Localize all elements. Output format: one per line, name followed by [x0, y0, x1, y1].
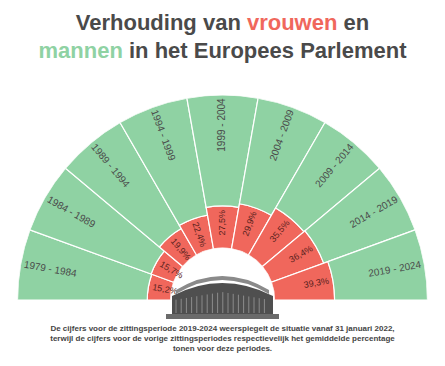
labels: 1979 - 1984 15,2% 1984 - 1989 15,7% 1989 - 1…	[23, 98, 422, 296]
chart: Verhouding van vrouwen en mannen in het E…	[0, 0, 445, 366]
building-stripe	[243, 296, 244, 313]
building-stripe	[259, 298, 260, 313]
building-stripe	[181, 299, 182, 313]
period-label: 1984 - 1989	[46, 194, 98, 230]
title-word: Europees	[188, 38, 294, 63]
title-word: in	[123, 38, 149, 63]
period-label: 1989 - 1994	[89, 141, 132, 189]
title-word: vrouwen	[241, 10, 338, 35]
building-base	[166, 314, 279, 319]
value-label: 27,5%	[217, 210, 227, 236]
building-stripe	[191, 297, 192, 313]
period-label: 2019 - 2024	[367, 259, 422, 279]
title: Verhouding van vrouwen en mannen in het E…	[38, 10, 407, 63]
value-label: 36,4%	[287, 243, 314, 264]
building-stripe	[212, 294, 213, 313]
building-stripe	[264, 299, 265, 313]
value-label: 35,5%	[268, 218, 292, 244]
building-stripe	[217, 293, 218, 313]
period-label: 1979 - 1984	[23, 259, 78, 279]
building-stripe	[254, 297, 255, 313]
period-label: 2004 - 2009	[267, 108, 296, 162]
building-stripe	[196, 296, 197, 313]
title-word: Verhouding	[76, 10, 197, 35]
value-label: 22,4%	[190, 221, 208, 248]
period-label: 1999 - 2004	[216, 98, 227, 152]
building-stripe	[176, 300, 177, 313]
building-roof	[176, 276, 269, 294]
building-stripe	[233, 294, 234, 313]
building-stripe	[202, 295, 203, 313]
building-stripe	[222, 292, 223, 313]
title-word: van	[197, 10, 241, 35]
building-stripe	[186, 298, 187, 313]
building-stripe	[207, 294, 208, 313]
building	[166, 276, 279, 319]
building-stripe	[238, 295, 239, 313]
building-stripe	[248, 296, 249, 313]
value-label: 29,9%	[241, 210, 259, 237]
title-word: mannen	[38, 38, 122, 63]
value-label: 15,2%	[152, 282, 179, 296]
title-word: het	[149, 38, 189, 63]
men-segment	[328, 230, 428, 300]
period-label: 2014 - 2019	[348, 193, 400, 229]
value-label: 39,3%	[303, 276, 330, 290]
period-label: 2009 - 2014	[313, 141, 356, 189]
women-segment	[271, 262, 334, 300]
title-word: Parlement	[294, 38, 407, 63]
value-label: 15,7%	[158, 259, 185, 280]
note: De cijfers voor de zittingsperiode 2019-…	[40, 324, 405, 354]
building-stripe	[228, 293, 229, 313]
value-label: 19,9%	[169, 236, 193, 262]
title-word: en	[337, 10, 369, 35]
marks	[18, 95, 428, 300]
period-label: 1994 - 1999	[149, 108, 178, 162]
